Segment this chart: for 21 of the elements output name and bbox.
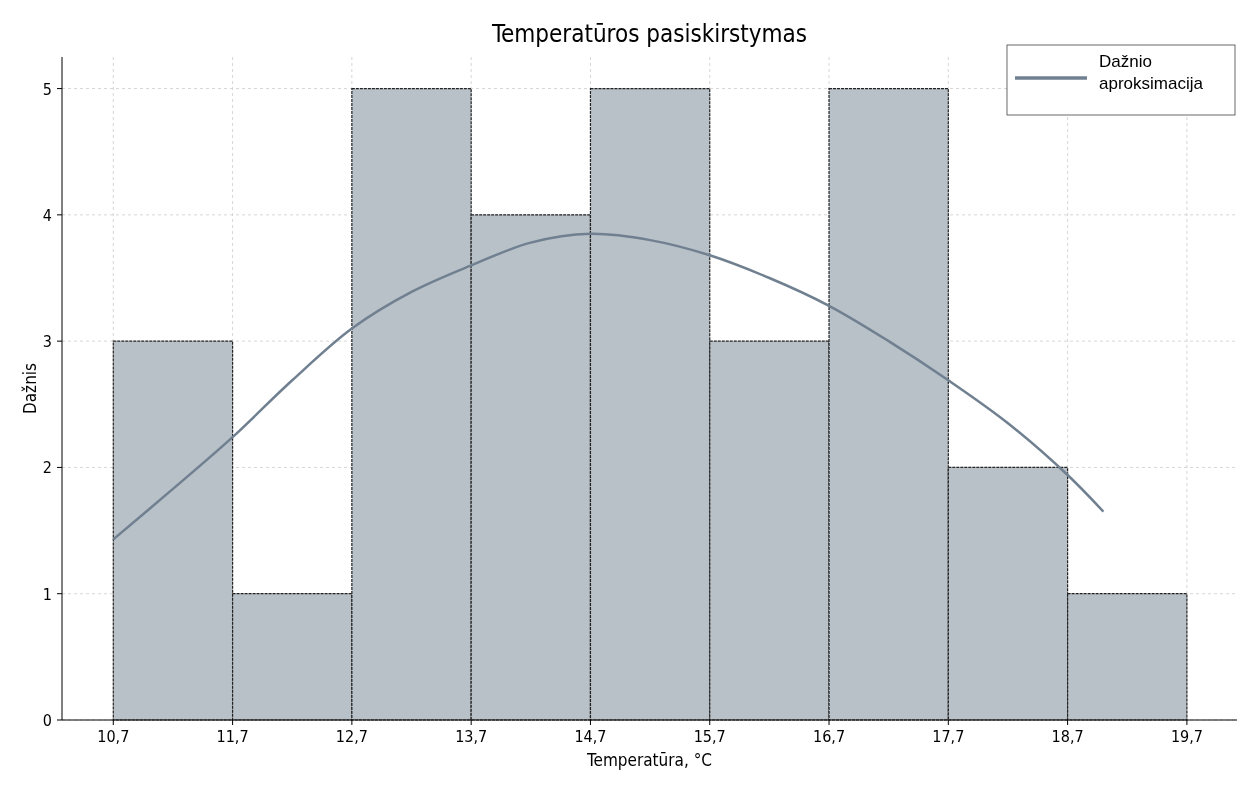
y-tick-label: 5	[42, 79, 52, 99]
y-tick-label: 1	[42, 584, 52, 604]
x-tick-label: 11,7	[216, 727, 249, 746]
y-tick-label: 4	[42, 205, 52, 225]
x-tick-label: 15,7	[693, 727, 726, 746]
x-tick-label: 14,7	[574, 727, 607, 746]
y-tick-label: 2	[42, 458, 52, 478]
y-tick-label: 3	[42, 332, 52, 352]
x-tick-label: 16,7	[813, 727, 846, 746]
x-tick-label: 19,7	[1170, 727, 1203, 746]
x-tick-label: 18,7	[1051, 727, 1084, 746]
x-tick-label: 17,7	[932, 727, 965, 746]
y-axis-title: Dažnis	[20, 362, 40, 415]
x-tick-label: 13,7	[455, 727, 488, 746]
line-series	[112, 232, 1105, 541]
x-axis-title: Temperatūra, °C	[586, 750, 712, 770]
x-tick-label: 10,7	[97, 727, 130, 746]
legend-label: Dažnio aproksimacija	[1099, 52, 1204, 93]
y-tick-label: 0	[42, 711, 52, 730]
x-tick-label: 12,7	[335, 727, 368, 746]
chart-title: Temperatūros pasiskirstymas	[490, 20, 808, 48]
